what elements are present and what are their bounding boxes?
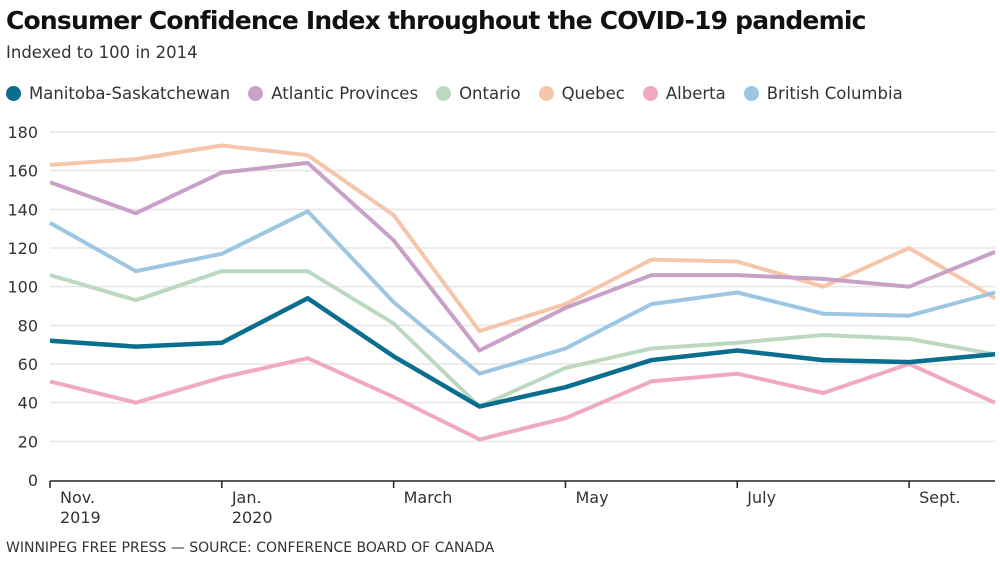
legend-item-ontario: Ontario [436, 84, 521, 103]
series-line-british-columbia [49, 209, 996, 376]
legend-item-manitoba-saskatchewan: Manitoba-Saskatchewan [6, 84, 230, 103]
y-tick-label: 40 [18, 394, 38, 413]
y-tick-label: 60 [18, 355, 38, 374]
legend-label: Atlantic Provinces [271, 84, 419, 103]
series-lines [49, 143, 997, 442]
legend-swatch [436, 86, 452, 101]
x-tick-label: Jan. [231, 488, 262, 507]
y-tick-label: 20 [18, 432, 38, 451]
x-tick-label: Nov. [60, 488, 95, 507]
legend-swatch [642, 86, 658, 101]
legend-swatch [538, 86, 554, 101]
x-tick-label: Sept. [919, 488, 961, 507]
legend-label: British Columbia [766, 84, 903, 103]
y-tick-label: 100 [7, 278, 38, 297]
series-line-quebec [49, 143, 997, 334]
legend-item-atlantic-provinces: Atlantic Provinces [248, 84, 418, 103]
chart-title: Consumer Confidence Index throughout the… [6, 6, 866, 35]
x-tick-label: March [404, 488, 453, 507]
y-tick-label: 80 [18, 316, 38, 335]
legend-item-alberta: Alberta [642, 84, 726, 103]
legend-label: Manitoba-Saskatchewan [29, 84, 231, 103]
legend-swatch [743, 86, 759, 101]
legend-swatch [6, 86, 21, 101]
gridlines [50, 131, 995, 443]
series-line-manitoba-saskatchewan [49, 296, 996, 409]
x-axis: Nov.2019 Jan.2020 March May July Sept. [49, 480, 995, 527]
x-tick-label-year: 2020 [232, 508, 273, 527]
series-line-atlantic-provinces [49, 160, 996, 353]
source-credit: WINNIPEG FREE PRESS — SOURCE: CONFERENCE… [6, 540, 495, 556]
chart-subtitle: Indexed to 100 in 2014 [6, 43, 198, 62]
x-tick-label: July [746, 488, 776, 507]
legend: Manitoba-Saskatchewan Atlantic Provinces O… [6, 84, 921, 103]
y-tick-label: 120 [7, 239, 38, 258]
y-axis-ticks: 0 20 40 60 80 100 120 140 160 180 [7, 123, 38, 490]
y-tick-label: 0 [28, 471, 38, 490]
series-line-ontario [49, 269, 996, 409]
legend-label: Quebec [561, 84, 625, 103]
x-tick-label-year: 2019 [60, 508, 101, 527]
y-tick-label: 160 [7, 162, 38, 181]
x-tick-label: May [575, 488, 608, 507]
legend-label: Ontario [459, 84, 521, 103]
legend-swatch [248, 86, 264, 101]
legend-item-british-columbia: British Columbia [743, 84, 903, 103]
legend-item-quebec: Quebec [538, 84, 625, 103]
y-tick-label: 180 [7, 123, 38, 142]
legend-label: Alberta [665, 84, 726, 103]
y-tick-label: 140 [7, 200, 38, 219]
series-line-alberta [49, 356, 996, 442]
